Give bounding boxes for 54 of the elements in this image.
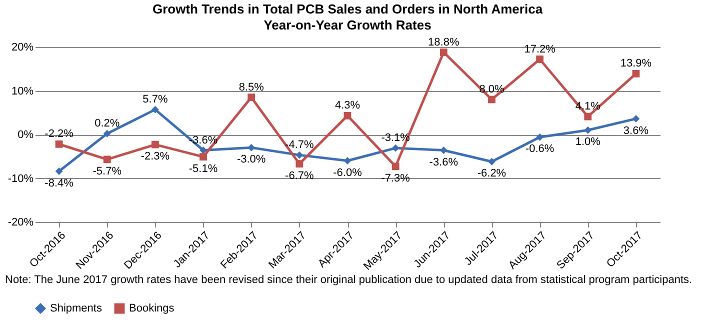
point <box>584 112 592 120</box>
point <box>488 158 496 166</box>
point <box>248 144 256 152</box>
data-label: -3.0% <box>236 154 266 166</box>
data-label: 18.8% <box>428 36 460 48</box>
legend-label: Shipments <box>50 302 102 315</box>
data-label: 3.6% <box>623 124 649 137</box>
data-label: 4.3% <box>334 100 360 112</box>
point <box>632 70 640 78</box>
data-label: -2.2% <box>44 128 74 140</box>
point <box>200 153 207 161</box>
text: Note: The June 2017 growth rates have been revised since their original publication due to updated data from statistical program participants. <box>5 274 692 286</box>
point <box>103 156 111 164</box>
data-label: -2.3% <box>140 150 170 163</box>
data-label: -6.0% <box>333 166 362 179</box>
chart-subtitle: Year-on-Year Growth Rates <box>264 17 432 32</box>
point <box>151 140 159 148</box>
point <box>296 151 304 159</box>
y-tick-label: 0% <box>18 129 34 141</box>
legend-label: Bookings <box>129 302 175 315</box>
point <box>55 140 63 148</box>
data-label: 5.7% <box>142 94 168 106</box>
data-label: 0.2% <box>94 118 120 130</box>
point <box>200 146 207 154</box>
data-label: -5.1% <box>188 162 218 175</box>
point <box>536 56 544 63</box>
data-label: -3.6% <box>429 156 458 168</box>
point <box>151 106 159 114</box>
point <box>440 146 448 154</box>
data-label: 17.2% <box>524 43 556 56</box>
point <box>344 112 352 120</box>
data-label: 1.0% <box>575 136 601 148</box>
point <box>392 162 400 170</box>
y-tick-label: -20% <box>8 216 34 228</box>
data-label: -8.4% <box>44 177 74 190</box>
data-label: -6.2% <box>477 168 506 180</box>
data-label: -5.7% <box>92 165 122 178</box>
point <box>584 126 592 134</box>
point <box>488 96 496 104</box>
point <box>248 94 256 102</box>
point <box>440 48 448 56</box>
y-tick-label: 20% <box>11 42 34 54</box>
point <box>392 144 400 152</box>
point <box>536 133 544 141</box>
data-label: 13.9% <box>620 58 652 70</box>
data-label: 8.5% <box>238 81 264 94</box>
point <box>103 130 111 138</box>
data-label: -7.3% <box>381 172 410 184</box>
point <box>296 160 304 168</box>
chart-title: Growth Trends in Total PCB Sales and Orders in North America <box>152 1 544 16</box>
y-tick-label: -10% <box>8 172 34 185</box>
data-label: -6.7% <box>285 170 314 182</box>
y-tick-label: 10% <box>11 85 34 98</box>
data-label: -0.6% <box>525 143 554 156</box>
